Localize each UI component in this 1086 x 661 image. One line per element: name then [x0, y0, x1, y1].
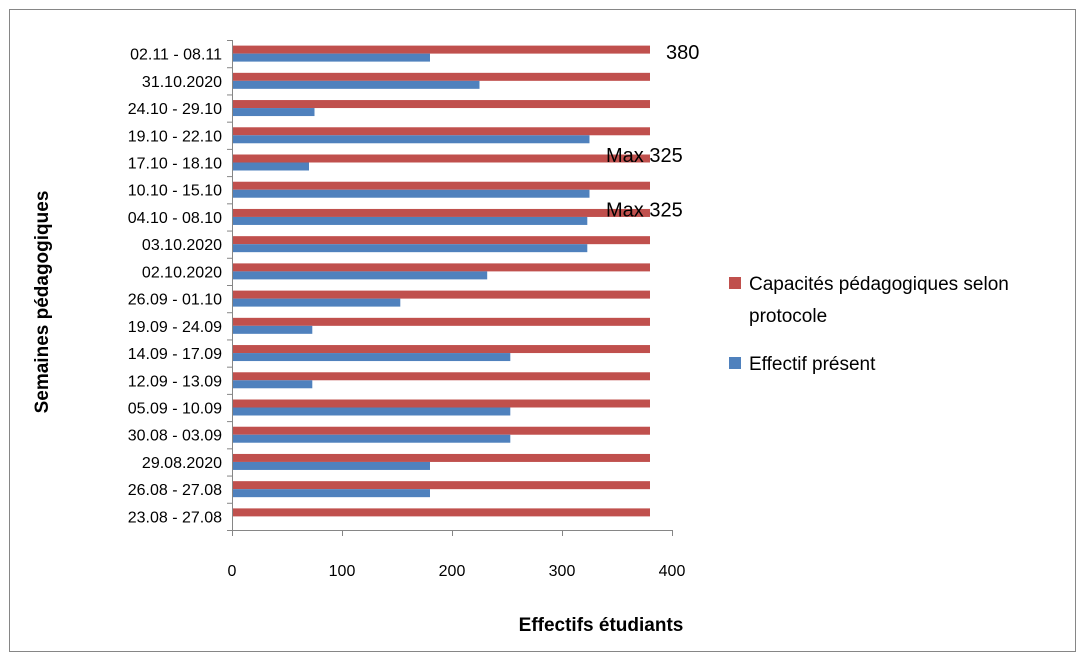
x-tick-label: 300	[549, 563, 576, 580]
data-annotation: Max 325	[606, 199, 683, 221]
bar-present	[232, 325, 313, 334]
category-label: 14.09 - 17.09	[128, 346, 222, 363]
bar-capacity	[232, 181, 650, 190]
bar-capacity	[232, 208, 650, 217]
category-label: 17.10 - 18.10	[128, 156, 222, 173]
annotations: 380 Max 325 Max 325	[606, 42, 699, 221]
bar-capacity	[232, 426, 650, 435]
x-tick-label: 100	[329, 563, 356, 580]
category-label: 23.08 - 27.08	[128, 509, 222, 526]
bar-present	[232, 108, 315, 117]
bar-present	[232, 135, 590, 144]
bar-capacity	[232, 345, 650, 354]
bar-capacity	[232, 399, 650, 408]
bars-group	[232, 45, 650, 517]
bar-capacity	[232, 236, 650, 245]
x-tick-label: 0	[228, 563, 237, 580]
category-label: 02.10.2020	[142, 264, 222, 281]
bar-capacity	[232, 317, 650, 326]
category-label: 02.11 - 08.11	[130, 47, 222, 64]
bar-present	[232, 489, 430, 498]
data-annotation: 380	[666, 42, 699, 64]
bar-capacity	[232, 263, 650, 272]
x-axis-title: Effectifs étudiants	[519, 615, 684, 636]
category-label: 29.08.2020	[142, 455, 222, 472]
legend-swatch-present	[729, 357, 741, 369]
bar-present	[232, 216, 588, 225]
category-label: 05.09 - 10.09	[128, 401, 222, 418]
bar-present	[232, 434, 511, 443]
x-tick-labels: 0 100 200 300 400	[228, 530, 686, 580]
legend-swatch-capacity	[729, 277, 741, 289]
bar-present	[232, 407, 511, 416]
category-label: 10.10 - 15.10	[128, 183, 222, 200]
bar-present	[232, 80, 480, 89]
bar-capacity	[232, 127, 650, 136]
bar-present	[232, 53, 430, 62]
data-annotation: Max 325	[606, 145, 683, 167]
bar-capacity	[232, 372, 650, 381]
legend-label-present: Effectif présent	[749, 354, 876, 375]
bar-capacity	[232, 453, 650, 462]
bar-present	[232, 461, 430, 470]
bar-present	[232, 189, 590, 198]
category-label: 04.10 - 08.10	[128, 210, 222, 227]
bar-present	[232, 353, 511, 362]
category-label: 03.10.2020	[142, 237, 222, 254]
bar-present	[232, 271, 488, 280]
category-label: 12.09 - 13.09	[128, 373, 222, 390]
bar-capacity	[232, 508, 650, 517]
bar-capacity	[232, 72, 650, 81]
category-label: 31.10.2020	[142, 74, 222, 91]
bar-present	[232, 162, 309, 171]
plot-area: 02.11 - 08.11 31.10.2020 24.10 - 29.10 19.1…	[128, 40, 699, 580]
bar-capacity	[232, 45, 650, 54]
chart-border	[9, 9, 1076, 652]
legend: Capacités pédagogiques selon protocole E…	[729, 274, 1009, 375]
legend-label-capacity-line2: protocole	[749, 306, 827, 327]
category-label: 26.08 - 27.08	[128, 482, 222, 499]
bar-capacity	[232, 290, 650, 299]
category-labels: 02.11 - 08.11 31.10.2020 24.10 - 29.10 19.1…	[128, 40, 232, 531]
bar-present	[232, 298, 401, 307]
bar-capacity	[232, 100, 650, 109]
legend-label-capacity-line1: Capacités pédagogiques selon	[749, 274, 1009, 295]
category-label: 19.10 - 22.10	[128, 128, 222, 145]
y-axis-title: Semaines pédagogiques	[32, 191, 53, 414]
category-label: 26.09 - 01.10	[128, 292, 222, 309]
x-tick-label: 200	[439, 563, 466, 580]
category-label: 30.08 - 03.09	[128, 428, 222, 445]
bar-present	[232, 380, 313, 389]
x-tick-label: 400	[659, 563, 686, 580]
category-label: 24.10 - 29.10	[128, 101, 222, 118]
category-label: 19.09 - 24.09	[128, 319, 222, 336]
bar-capacity	[232, 481, 650, 490]
bar-capacity	[232, 154, 650, 163]
bar-present	[232, 244, 588, 253]
